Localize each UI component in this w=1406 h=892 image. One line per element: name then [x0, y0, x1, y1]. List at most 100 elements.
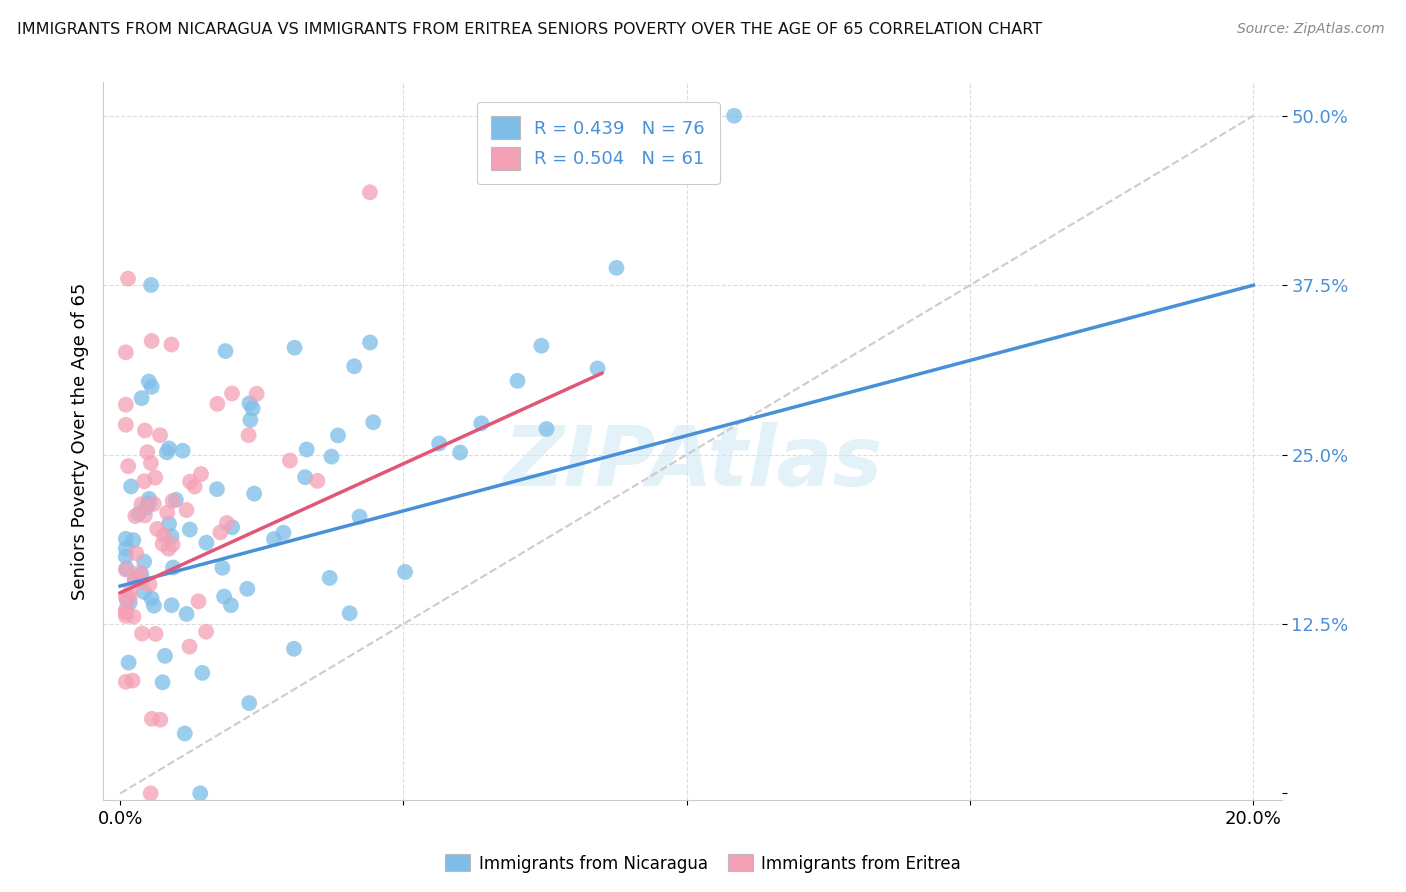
Point — [359, 186, 381, 200]
Point — [359, 335, 381, 350]
Point — [134, 475, 156, 489]
Point — [114, 609, 136, 624]
Point — [209, 525, 232, 540]
Point — [141, 712, 163, 726]
Point — [128, 566, 150, 580]
Point — [114, 417, 136, 432]
Point — [134, 555, 156, 569]
Point — [207, 397, 229, 411]
Point — [343, 359, 366, 374]
Point — [470, 417, 492, 431]
Point — [553, 109, 575, 123]
Point — [187, 594, 209, 608]
Point — [149, 428, 172, 442]
Point — [114, 590, 136, 604]
Point — [219, 598, 242, 612]
Point — [530, 339, 553, 353]
Point — [536, 422, 558, 436]
Point — [195, 624, 218, 639]
Point — [176, 607, 198, 621]
Point — [114, 603, 136, 617]
Point — [139, 787, 162, 801]
Point — [138, 491, 160, 506]
Point — [191, 665, 214, 680]
Point — [114, 541, 136, 556]
Point — [321, 450, 343, 464]
Point — [141, 334, 163, 348]
Point — [156, 506, 179, 520]
Point — [114, 549, 136, 564]
Point — [124, 572, 146, 586]
Point — [152, 528, 174, 542]
Point — [138, 375, 160, 389]
Point — [238, 428, 260, 442]
Point — [134, 585, 156, 599]
Point — [449, 445, 471, 459]
Point — [138, 577, 160, 591]
Point — [139, 278, 162, 293]
Point — [319, 571, 342, 585]
Point — [149, 713, 172, 727]
Point — [603, 169, 626, 184]
Text: ZIPAtlas: ZIPAtlas — [503, 422, 882, 503]
Point — [124, 573, 146, 587]
Point — [211, 561, 233, 575]
Point — [205, 482, 228, 496]
Point — [157, 442, 180, 456]
Point — [278, 453, 301, 467]
Point — [295, 442, 318, 457]
Point — [179, 640, 201, 654]
Point — [156, 445, 179, 459]
Point — [131, 391, 153, 405]
Point — [117, 271, 139, 285]
Point — [142, 599, 165, 613]
Point — [238, 696, 260, 710]
Point — [162, 560, 184, 574]
Point — [145, 627, 167, 641]
Point — [361, 415, 384, 429]
Point — [283, 641, 305, 656]
Point — [427, 436, 450, 450]
Point — [179, 475, 201, 489]
Point — [506, 374, 529, 388]
Point — [114, 345, 136, 359]
Y-axis label: Seniors Poverty Over the Age of 65: Seniors Poverty Over the Age of 65 — [72, 283, 89, 599]
Point — [142, 497, 165, 511]
Point — [242, 401, 264, 416]
Point — [221, 386, 243, 401]
Point — [146, 522, 169, 536]
Point — [165, 492, 187, 507]
Point — [139, 456, 162, 470]
Point — [172, 443, 194, 458]
Point — [124, 509, 146, 524]
Point — [122, 533, 145, 548]
Point — [243, 486, 266, 500]
Point — [173, 726, 195, 740]
Point — [131, 497, 153, 511]
Point — [214, 344, 236, 359]
Text: IMMIGRANTS FROM NICARAGUA VS IMMIGRANTS FROM ERITREA SENIORS POVERTY OVER THE AG: IMMIGRANTS FROM NICARAGUA VS IMMIGRANTS … — [17, 22, 1042, 37]
Point — [141, 591, 163, 606]
Point — [263, 532, 285, 546]
Point — [131, 567, 153, 582]
Point — [114, 674, 136, 689]
Point — [238, 396, 260, 410]
Point — [114, 532, 136, 546]
Point — [122, 609, 145, 624]
Point — [723, 109, 745, 123]
Point — [160, 529, 183, 543]
Point — [326, 428, 349, 442]
Point — [134, 508, 156, 523]
Legend: Immigrants from Nicaragua, Immigrants from Eritrea: Immigrants from Nicaragua, Immigrants fr… — [439, 847, 967, 880]
Point — [117, 656, 139, 670]
Point — [586, 361, 609, 376]
Point — [131, 626, 153, 640]
Text: Source: ZipAtlas.com: Source: ZipAtlas.com — [1237, 22, 1385, 37]
Point — [605, 260, 627, 275]
Legend: R = 0.439   N = 76, R = 0.504   N = 61: R = 0.439 N = 76, R = 0.504 N = 61 — [477, 102, 720, 185]
Point — [221, 520, 243, 534]
Point — [190, 467, 212, 481]
Point — [118, 591, 141, 605]
Point — [394, 565, 416, 579]
Point — [153, 648, 176, 663]
